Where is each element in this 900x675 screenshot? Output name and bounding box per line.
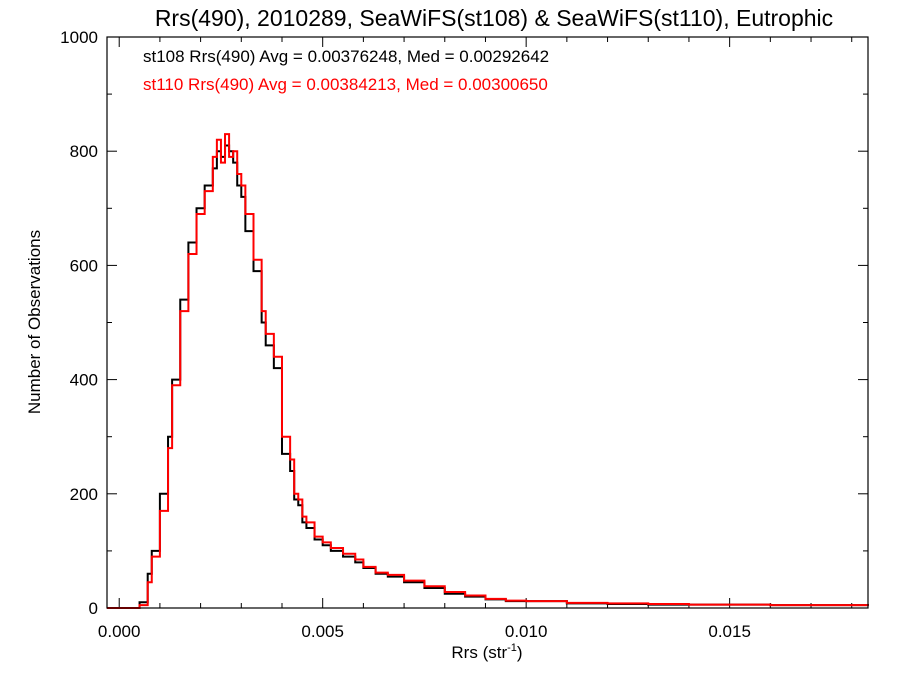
chart-title: Rrs(490), 2010289, SeaWiFS(st108) & SeaW… xyxy=(155,5,833,31)
x-tick-label: 0.005 xyxy=(301,622,344,641)
x-tick-label: 0.010 xyxy=(505,622,548,641)
plot-frame xyxy=(106,36,869,609)
series-line-1 xyxy=(107,144,869,609)
series-line-2 xyxy=(107,133,869,609)
x-axis-label-text: Rrs (str xyxy=(451,643,507,662)
y-tick-label: 0 xyxy=(89,599,98,618)
x-axis-label-suffix: ) xyxy=(517,643,523,662)
stats-annotation-1: st108 Rrs(490) Avg = 0.00376248, Med = 0… xyxy=(143,47,549,66)
y-tick-label: 800 xyxy=(70,142,98,161)
series-layer xyxy=(107,133,869,609)
y-tick-label: 200 xyxy=(70,485,98,504)
y-axis-label: Number of Observations xyxy=(25,230,44,414)
ticks-layer: 0.000 0.005 0.010 0.015 0 200 400 600 800 1000 xyxy=(60,28,868,641)
x-axis-label: Rrs (str-1) xyxy=(451,642,522,662)
x-tick-label: 0.015 xyxy=(708,622,751,641)
y-tick-label: 1000 xyxy=(60,28,98,47)
x-tick-label: 0.000 xyxy=(98,622,141,641)
x-axis-label-sup: -1 xyxy=(507,642,517,654)
y-tick-label: 400 xyxy=(70,371,98,390)
y-tick-label: 600 xyxy=(70,256,98,275)
stats-annotation-2: st110 Rrs(490) Avg = 0.00384213, Med = 0… xyxy=(143,75,548,94)
annotations-layer: st108 Rrs(490) Avg = 0.00376248, Med = 0… xyxy=(143,47,549,94)
